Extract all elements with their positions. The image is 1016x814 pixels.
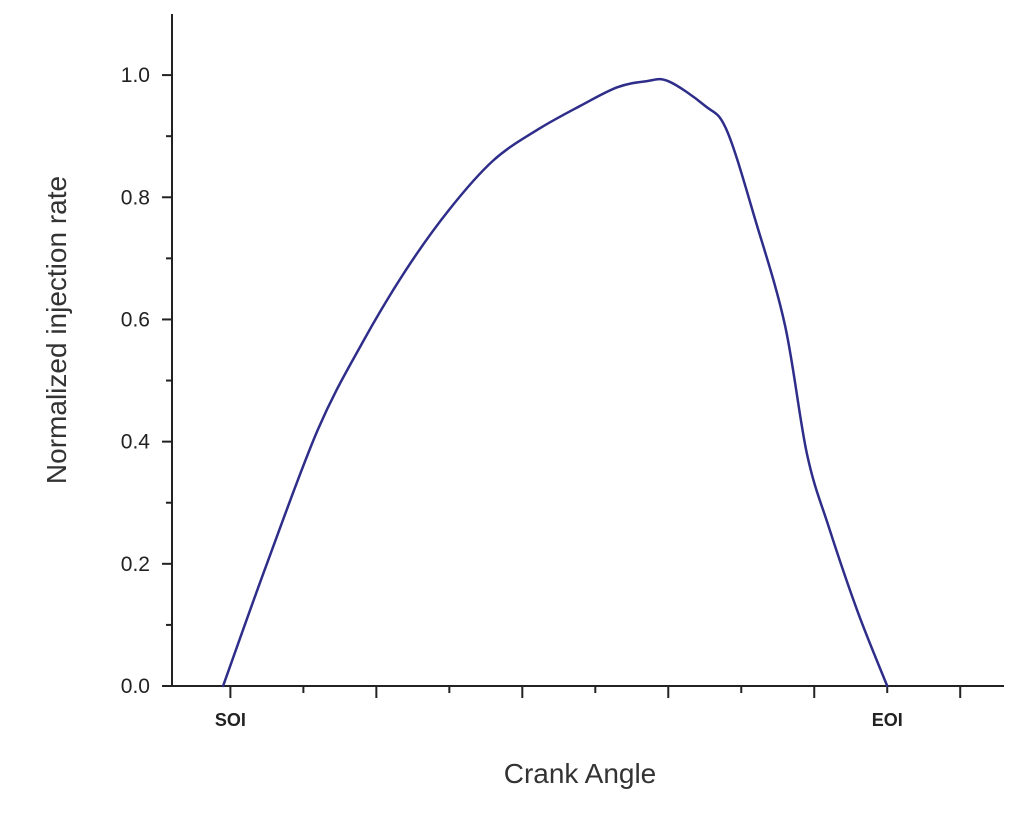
y-tick-label: 0.8 [121,186,150,209]
x-event-label-soi: SOI [215,710,246,730]
y-tick-label: 0.2 [121,553,150,576]
x-ticks [229,686,962,698]
y-tick-label: 0.4 [121,431,151,454]
axes [171,14,1004,687]
y-ticks: 0.0 0.2 0.4 0.6 0.8 1.0 [121,64,172,698]
y-tick-label: 0.6 [121,308,150,331]
y-tick-label: 1.0 [121,64,150,87]
y-axis-title: Normalized injection rate [41,176,72,484]
series-line [221,77,889,688]
x-event-label-eoi: EOI [872,710,903,730]
y-tick-label: 0.0 [121,675,150,698]
x-event-labels: SOI EOI [215,710,903,730]
x-axis-title: Crank Angle [504,758,657,789]
